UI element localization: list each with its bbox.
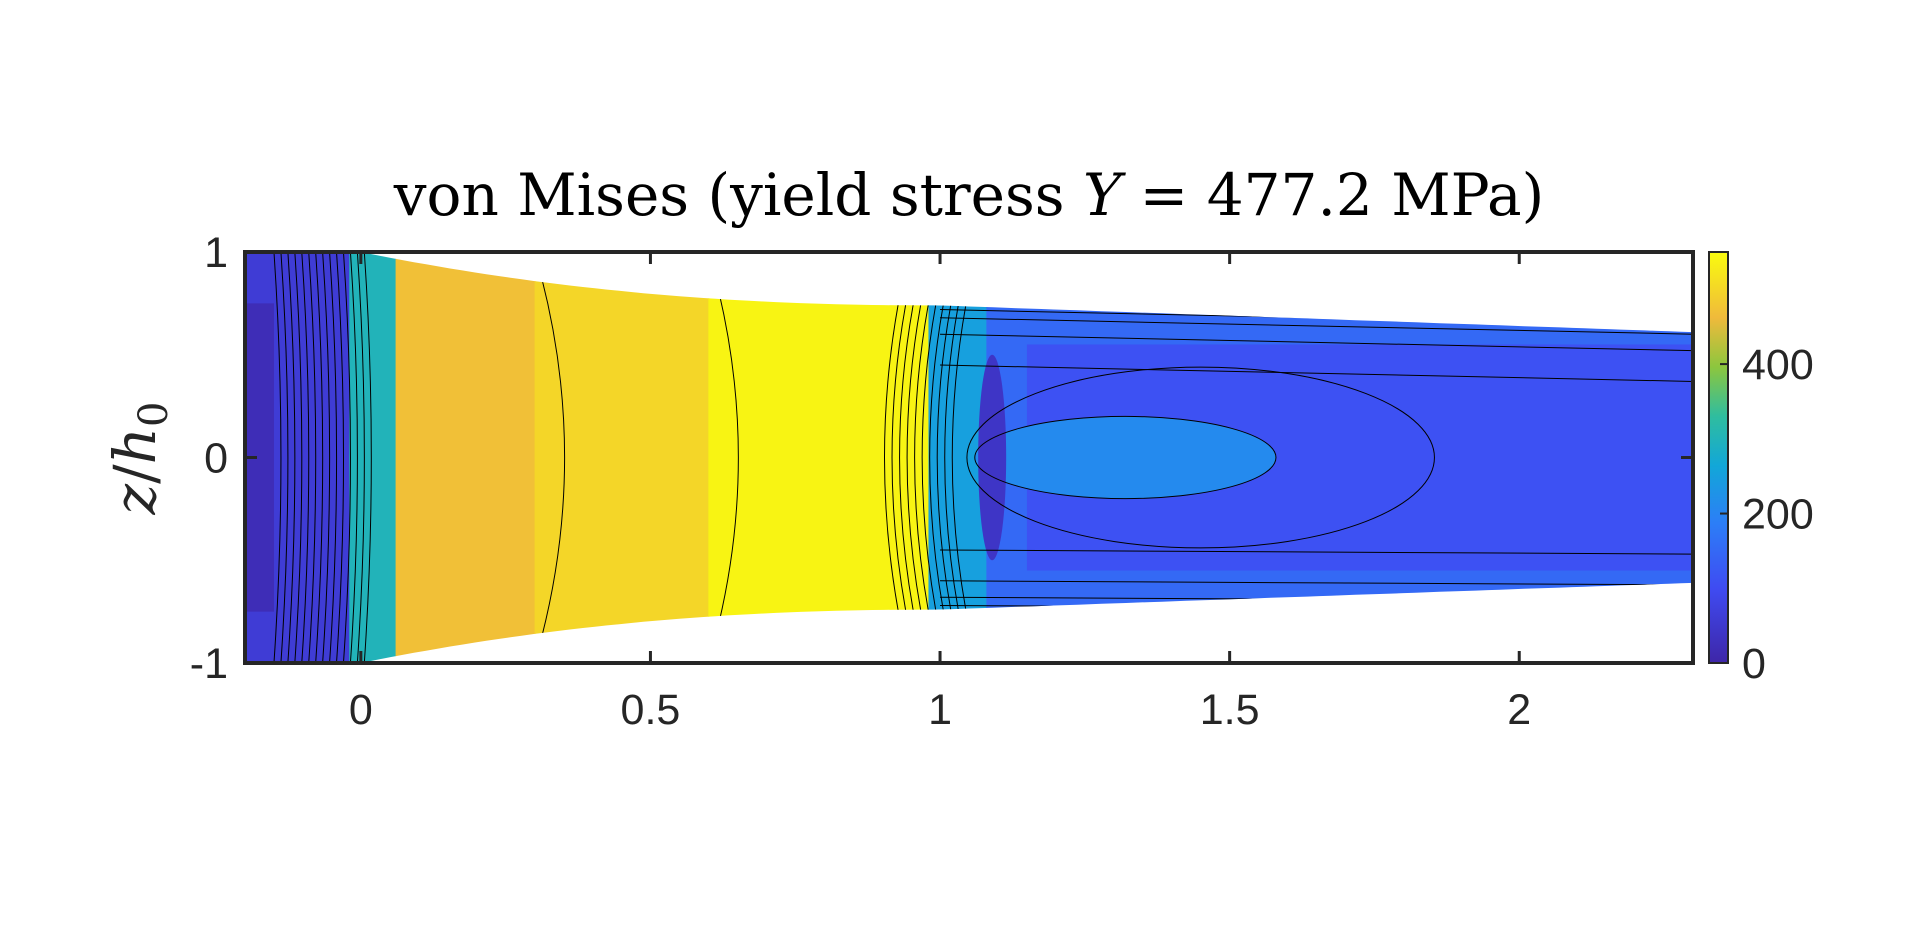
contour-line <box>707 252 739 663</box>
x-tick-label: 0.5 <box>621 686 681 734</box>
contour-line <box>929 297 946 618</box>
contour-line <box>329 252 338 663</box>
contour-field <box>245 252 1693 663</box>
field-region <box>395 252 536 663</box>
contour-line <box>273 252 282 663</box>
y-tick-label: -1 <box>190 640 228 688</box>
colorbar <box>1708 251 1729 664</box>
contour-line <box>315 252 324 663</box>
contour-line <box>940 604 1693 611</box>
colorbar-ticks: 0 200 400 <box>1720 341 1814 688</box>
contour-line <box>287 252 296 663</box>
field-region <box>974 416 1276 499</box>
colorbar-tick-label: 400 <box>1742 341 1814 389</box>
x-ticks: 0 0.5 1 1.5 2 <box>349 252 1531 734</box>
contour-line <box>891 297 908 618</box>
contour-line <box>294 252 303 663</box>
y-tick-label: 1 <box>204 229 228 277</box>
contour-line <box>342 252 351 663</box>
contour-line <box>301 252 310 663</box>
contour-line <box>944 297 961 618</box>
contour-line <box>534 252 566 663</box>
contour-line <box>936 297 953 618</box>
contour-line <box>899 297 916 618</box>
x-tick-label: 1 <box>928 686 952 734</box>
contour-line <box>940 333 1693 352</box>
field-region <box>349 252 397 663</box>
contour-line <box>914 297 931 618</box>
contour-line <box>921 297 938 618</box>
chart-title: von Mises (yield stress Y = 477.2 MPa) <box>393 161 1544 229</box>
contour-line <box>940 317 1693 335</box>
contour-line <box>363 252 372 663</box>
contour-line <box>308 252 317 663</box>
colorbar-tick-label: 0 <box>1742 640 1766 688</box>
contour-line <box>940 580 1693 586</box>
contour-line <box>940 364 1693 382</box>
field-region <box>708 252 930 663</box>
contour-line <box>906 297 923 618</box>
contour-line <box>322 252 331 663</box>
contour-line <box>940 549 1693 555</box>
contour-line <box>280 252 289 663</box>
y-axis-label: z/h0 <box>101 402 177 516</box>
y-tick-label: 0 <box>204 435 228 483</box>
y-ticks: -1 0 1 <box>190 229 1693 688</box>
contour-line <box>974 415 1277 500</box>
contour-line <box>356 252 365 663</box>
contour-line <box>951 297 968 618</box>
field-region <box>534 252 710 663</box>
x-tick-label: 2 <box>1507 686 1531 734</box>
contour-line <box>349 252 358 663</box>
contour-line <box>966 366 1435 549</box>
x-tick-label: 1.5 <box>1200 686 1260 734</box>
contour-line <box>336 252 344 663</box>
x-tick-label: 0 <box>349 686 373 734</box>
contour-line <box>884 297 900 618</box>
colorbar-tick-label: 200 <box>1742 491 1814 539</box>
field-region <box>978 354 1007 561</box>
